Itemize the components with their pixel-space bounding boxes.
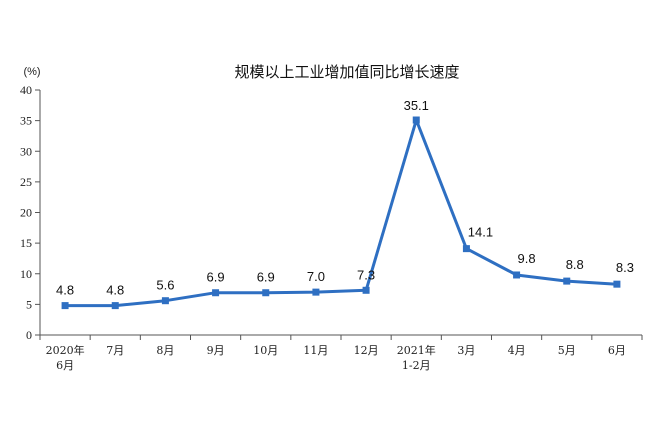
- y-tick-label: 30: [20, 144, 32, 158]
- data-points: [61, 116, 621, 310]
- x-tick-label: 6月: [608, 344, 626, 357]
- y-tick-labels: 0 5 10 15 20 25 30 35 40: [20, 83, 32, 342]
- y-tick-label: 10: [20, 267, 32, 281]
- x-tick-label: 10月: [253, 344, 278, 357]
- x-tick-labels: 2020年 6月 7月 8月 9月 10月 11月 12月 2021年 1-2月 3月 4月 5月 6月: [46, 343, 626, 372]
- data-point: [462, 245, 470, 253]
- data-label: 6.9: [207, 270, 225, 285]
- y-tick-label: 5: [26, 297, 32, 311]
- data-point: [312, 288, 320, 296]
- data-label: 4.8: [106, 283, 124, 298]
- chart-title: 规模以上工业增加值同比增长速度: [234, 63, 459, 81]
- y-tick-label: 0: [26, 328, 32, 342]
- data-point: [613, 280, 621, 288]
- y-tick-label: 25: [20, 175, 32, 189]
- data-labels: 4.8 4.8 5.6 6.9 6.9 7.0 7.3 35.1 14.1 9.8 8.8 8.3: [56, 98, 634, 298]
- data-label: 7.3: [357, 267, 375, 282]
- data-point: [513, 271, 521, 279]
- x-tick-label-line: 8月: [156, 344, 174, 357]
- x-tick-label: 9月: [207, 344, 225, 357]
- x-tick-label-line: 4月: [508, 344, 526, 357]
- data-point: [212, 289, 220, 297]
- data-label: 5.6: [156, 278, 174, 293]
- data-point: [412, 116, 420, 124]
- data-point: [362, 286, 370, 294]
- x-tick-label-line: 12月: [354, 344, 379, 357]
- x-tick-label-line: 3月: [457, 344, 475, 357]
- x-tick-label-line: 2020年: [46, 343, 85, 357]
- x-tick-label-line: 2021年: [397, 343, 436, 357]
- data-point: [161, 297, 169, 305]
- data-label: 8.8: [566, 257, 584, 272]
- data-label: 6.9: [257, 270, 275, 285]
- y-tick-label: 35: [20, 114, 32, 128]
- data-point: [61, 302, 69, 310]
- data-label: 4.8: [56, 283, 74, 298]
- x-tick-label: 3月: [457, 344, 475, 357]
- data-label: 8.3: [616, 260, 634, 275]
- x-tick-label-line: 10月: [253, 344, 278, 357]
- x-tick-label-line: 1-2月: [402, 359, 431, 372]
- axes: [35, 89, 643, 340]
- x-tick-label: 7月: [106, 344, 124, 357]
- x-tick-label-line: 7月: [106, 344, 124, 357]
- y-axis-unit: (%): [23, 66, 40, 78]
- x-tick-label: 8月: [156, 344, 174, 357]
- x-tick-label: 11月: [303, 344, 328, 357]
- series-line: [65, 118, 617, 308]
- x-tick-label-line: 6月: [608, 344, 626, 357]
- x-tick-label-line: 5月: [558, 344, 576, 357]
- x-tick-label: 12月: [354, 344, 379, 357]
- y-tick-label: 15: [20, 236, 32, 250]
- x-tick-label: 5月: [558, 344, 576, 357]
- x-tick-label-line: 6月: [56, 359, 74, 372]
- data-label: 35.1: [404, 98, 429, 113]
- data-label: 7.0: [307, 269, 325, 284]
- x-tick-label-line: 9月: [207, 344, 225, 357]
- x-tick-label-line: 11月: [303, 344, 328, 357]
- data-label: 9.8: [518, 251, 536, 266]
- data-label: 14.1: [468, 225, 493, 240]
- data-point: [262, 289, 270, 297]
- y-tick-label: 40: [20, 83, 32, 97]
- x-tick-label: 4月: [508, 344, 526, 357]
- y-tick-label: 20: [20, 206, 32, 220]
- x-tick-label: 2021年 1-2月: [397, 343, 436, 372]
- x-tick-label: 2020年 6月: [46, 343, 85, 372]
- data-point: [111, 302, 119, 310]
- data-point: [563, 277, 571, 285]
